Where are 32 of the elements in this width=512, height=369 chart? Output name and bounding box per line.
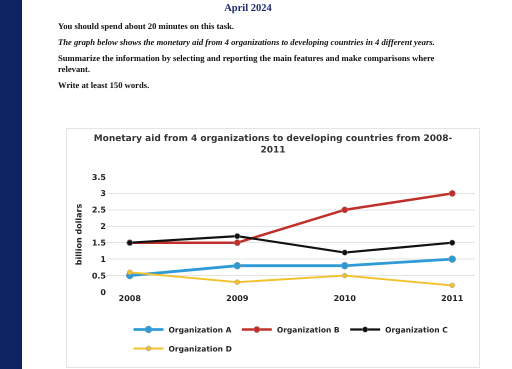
point [341, 206, 348, 214]
y-tick-label: 0 [100, 288, 106, 297]
y-tick-label: 2 [100, 222, 106, 232]
point [234, 262, 242, 270]
y-tick-label: 3 [100, 189, 106, 198]
y-tick-label: 1.5 [92, 238, 106, 248]
y-tick-label: 1 [100, 254, 106, 264]
point [448, 255, 456, 263]
x-tick-label: 2011 [441, 294, 464, 303]
y-axis-title: billion dollars [74, 204, 84, 266]
text: Summarize the information by selecting and reporting the main features and make comparisons where relevant. [58, 53, 436, 74]
text: Write at least 150 words. [58, 80, 150, 90]
text: April 2024 [223, 3, 273, 16]
y-tick-label: 2.5 [92, 206, 106, 215]
x-tick-label: 2009 [226, 294, 249, 303]
point [342, 250, 348, 256]
point [448, 190, 456, 197]
point [340, 262, 348, 270]
point [449, 240, 456, 246]
point [342, 272, 348, 278]
chart-title: Monetary aid from 4 organizations to developing countries from 2008-2011 [94, 134, 453, 156]
text: The graph below shows the monetary aid from 4 organizations to developing countries in 4 different years. [58, 36, 436, 48]
x-tick-label: 2008 [118, 294, 142, 303]
x-tick-label: 2010 [334, 294, 356, 303]
point [234, 239, 241, 246]
point [127, 270, 132, 275]
y-tick-label: 3.5 [92, 172, 106, 182]
point [234, 233, 240, 240]
point [234, 279, 240, 285]
point [450, 282, 455, 288]
text: You should spend about 20 minutes on this task. [58, 20, 235, 31]
y-tick-label: 0.5 [92, 271, 106, 280]
